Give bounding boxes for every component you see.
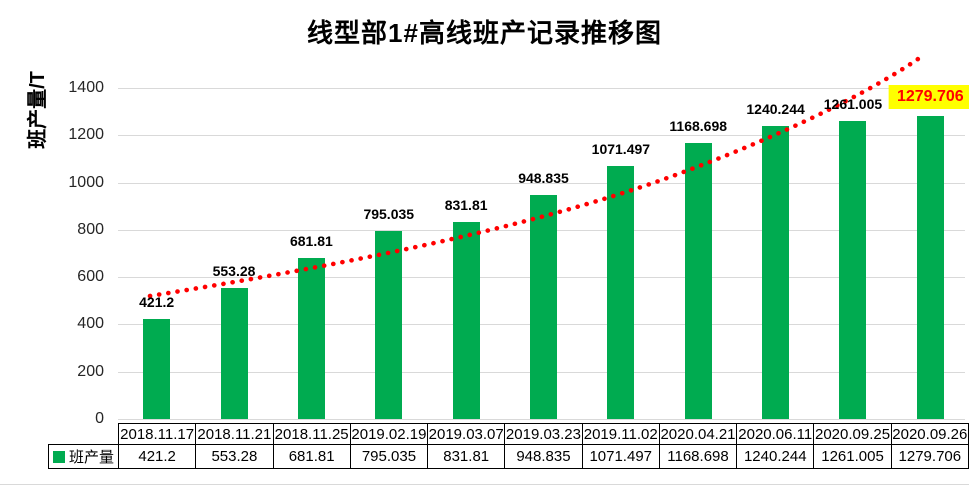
y-tick-label: 1400 — [68, 79, 104, 96]
bar-value-label: 1071.497 — [591, 140, 651, 157]
bar-value-label: 831.81 — [444, 197, 488, 214]
bar — [530, 194, 557, 419]
date-header-cell: 2019.03.23 — [504, 423, 583, 445]
date-header-cell: 2019.03.07 — [427, 423, 506, 445]
value-cell: 948.835 — [504, 444, 583, 469]
date-header-cell: 2020.04.21 — [658, 423, 738, 445]
sheet-gridline — [0, 484, 969, 485]
y-axis-title: 班产量/T — [27, 71, 49, 149]
value-cell: 831.81 — [427, 444, 506, 469]
y-tick-label: 400 — [77, 315, 104, 333]
value-cell: 1279.706 — [890, 444, 969, 469]
bar — [297, 257, 325, 419]
value-cell: 1240.244 — [736, 444, 815, 469]
date-header-cell: 2018.11.21 — [195, 423, 274, 445]
date-header-cell: 2019.11.02 — [581, 423, 660, 445]
bar-value-label: 1168.698 — [669, 117, 728, 134]
bar-value-label: 948.835 — [518, 169, 569, 186]
series-swatch-icon — [52, 451, 65, 463]
bar — [607, 165, 635, 419]
value-cell: 1168.698 — [658, 444, 738, 469]
gridline — [118, 88, 965, 89]
data-table: 2018.11.17 2018.11.21 2018.11.25 2019.02.19… — [48, 423, 969, 469]
bar — [452, 222, 480, 419]
y-tick-label: 600 — [77, 268, 104, 286]
date-header-cell: 2020.09.26 — [890, 423, 969, 445]
bar-value-label: 553.28 — [212, 263, 256, 280]
value-cell: 1071.497 — [581, 444, 660, 469]
bar-value-label: 795.035 — [363, 206, 415, 223]
y-tick-label: 800 — [77, 220, 104, 238]
y-tick-label: 1200 — [68, 126, 104, 144]
value-cell: 681.81 — [272, 444, 351, 469]
bar-value-label: 1261.005 — [823, 95, 883, 112]
value-cell: 1261.005 — [813, 444, 892, 469]
date-header-cell: 2020.06.11 — [736, 423, 815, 445]
bar-value-label: 1240.244 — [746, 100, 805, 117]
bar-value-label-highlight: 1279.706 — [888, 85, 969, 110]
chart-title: 线型部1#高线班产记录推移图 — [307, 18, 662, 48]
bar — [220, 288, 248, 419]
date-header-cell: 2018.11.17 — [117, 423, 197, 445]
legend-key: 班产量 — [48, 444, 119, 469]
value-cell: 553.28 — [195, 444, 274, 469]
bar-value-label: 421.2 — [139, 294, 175, 311]
bar — [839, 120, 867, 419]
bar — [916, 116, 944, 419]
value-cell: 795.035 — [349, 444, 429, 469]
date-header-cell: 2020.09.25 — [813, 423, 892, 445]
bar — [684, 142, 712, 419]
bar-value-label: 681.81 — [289, 232, 333, 249]
date-header-cell: 2019.02.19 — [349, 423, 429, 445]
y-tick-label: 0 — [95, 410, 104, 427]
legend-label: 班产量 — [68, 449, 114, 466]
value-cell: 421.2 — [117, 444, 197, 469]
bar — [375, 231, 403, 419]
y-tick-label: 1000 — [68, 173, 104, 191]
y-tick-label: 200 — [77, 362, 104, 380]
gridline — [118, 419, 965, 420]
gridline — [118, 135, 965, 137]
bar — [143, 319, 171, 419]
date-header-cell: 2018.11.25 — [272, 423, 351, 445]
bar — [762, 125, 790, 419]
table-corner-spacer — [49, 424, 119, 445]
